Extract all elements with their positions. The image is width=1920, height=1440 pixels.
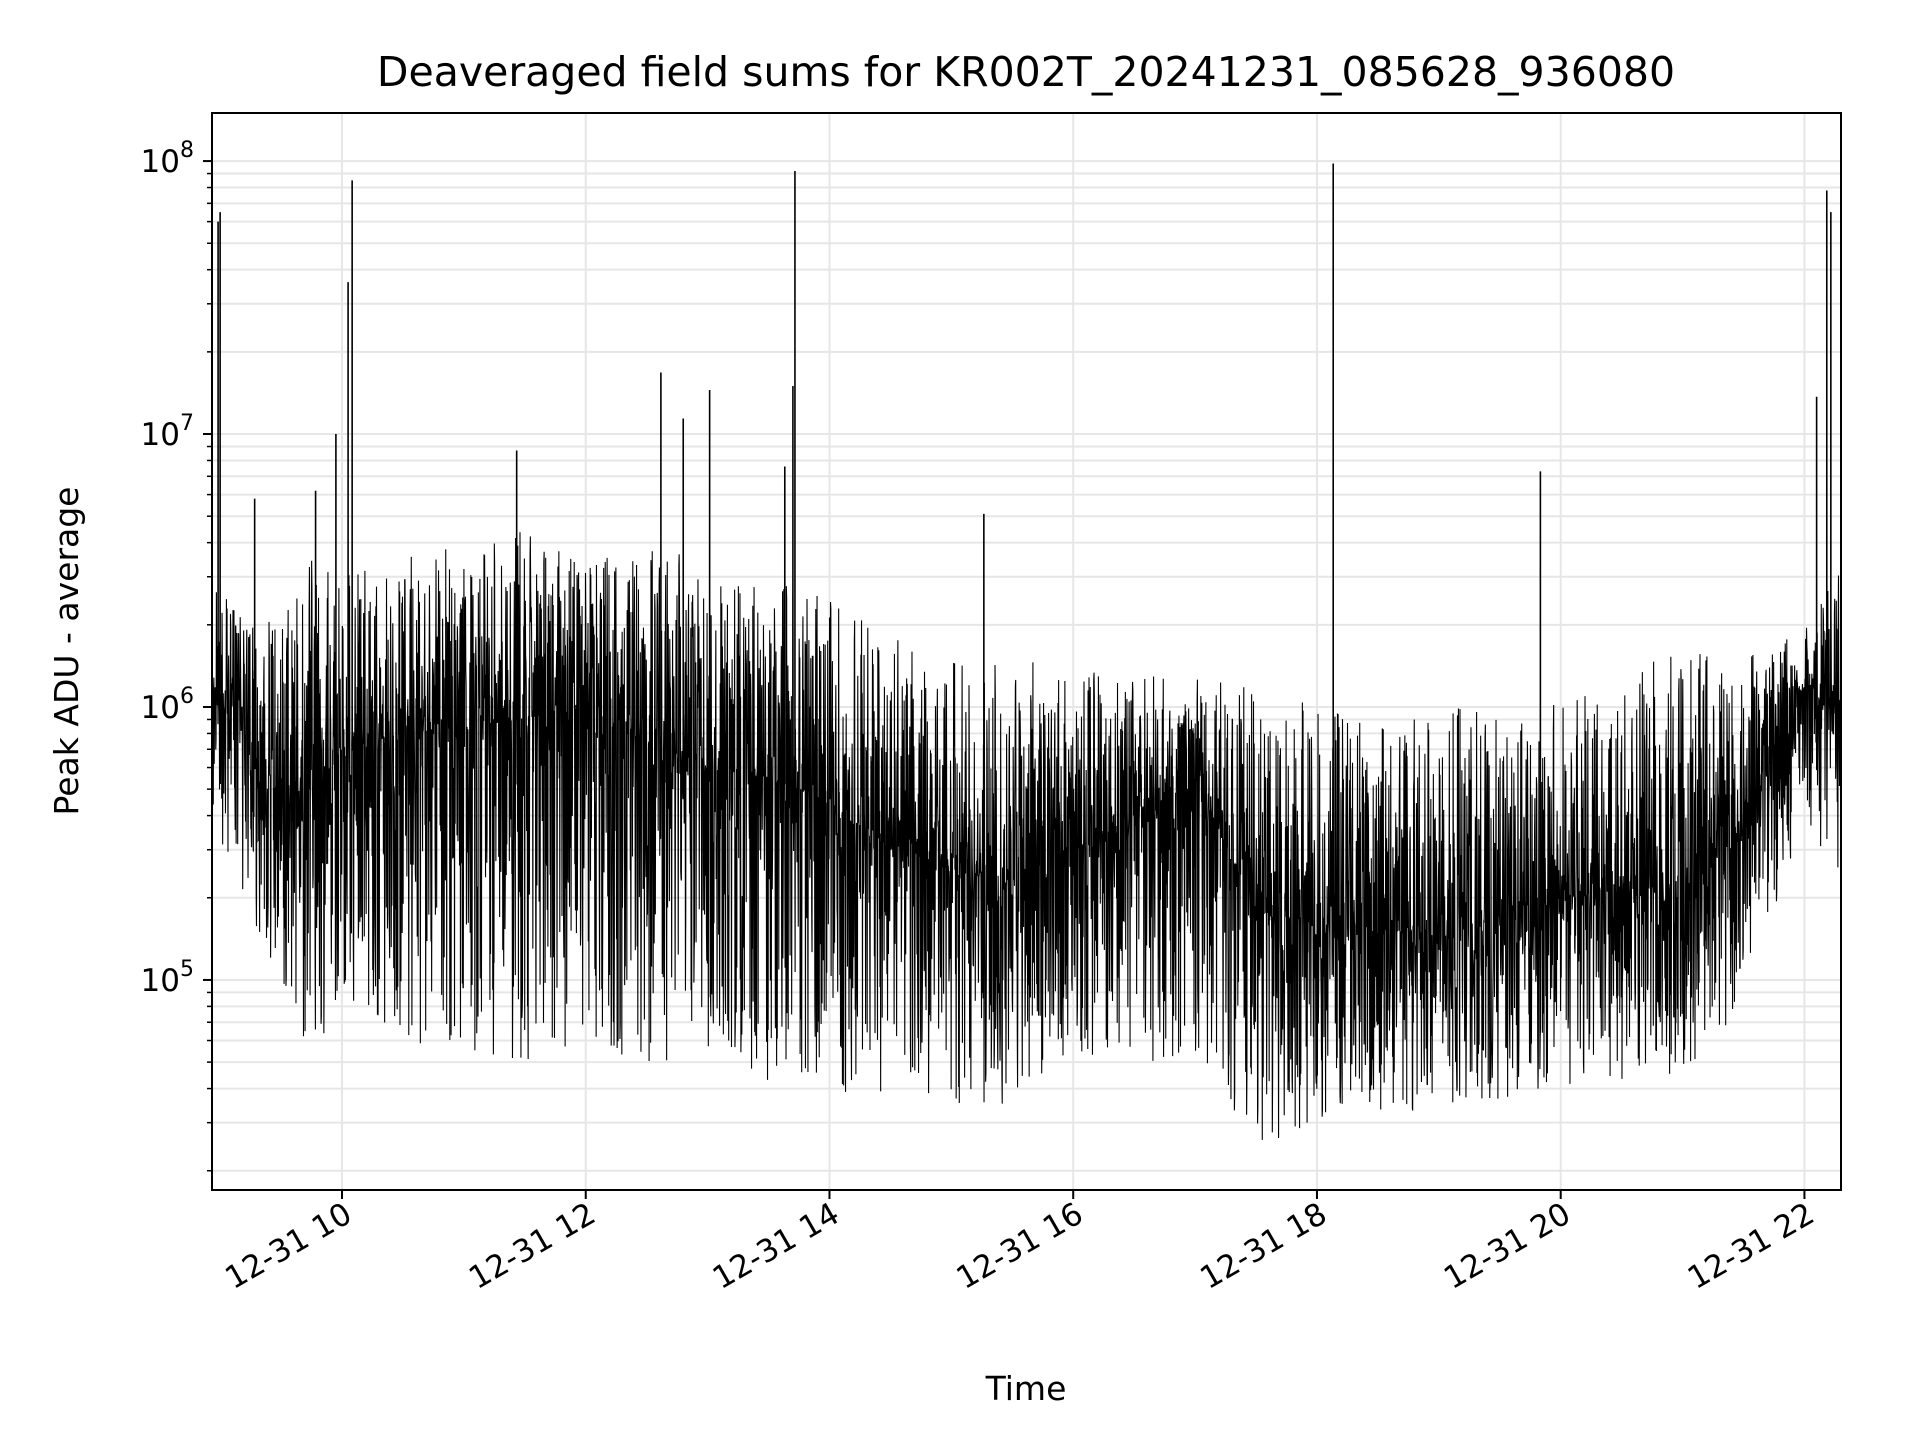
- chart-title: Deaveraged field sums for KR002T_2024123…: [377, 48, 1675, 96]
- y-axis-label: Peak ADU - average: [47, 487, 86, 816]
- y-tick-label: 105: [141, 957, 194, 999]
- series-line: [211, 532, 1842, 1140]
- x-axis-label: Time: [985, 1369, 1067, 1408]
- y-tick-label: 108: [141, 138, 194, 180]
- y-tick-label: 107: [141, 411, 194, 453]
- plot-frame: [211, 112, 1842, 1191]
- y-tick-label: 106: [141, 684, 194, 726]
- data-series: [211, 163, 1842, 1140]
